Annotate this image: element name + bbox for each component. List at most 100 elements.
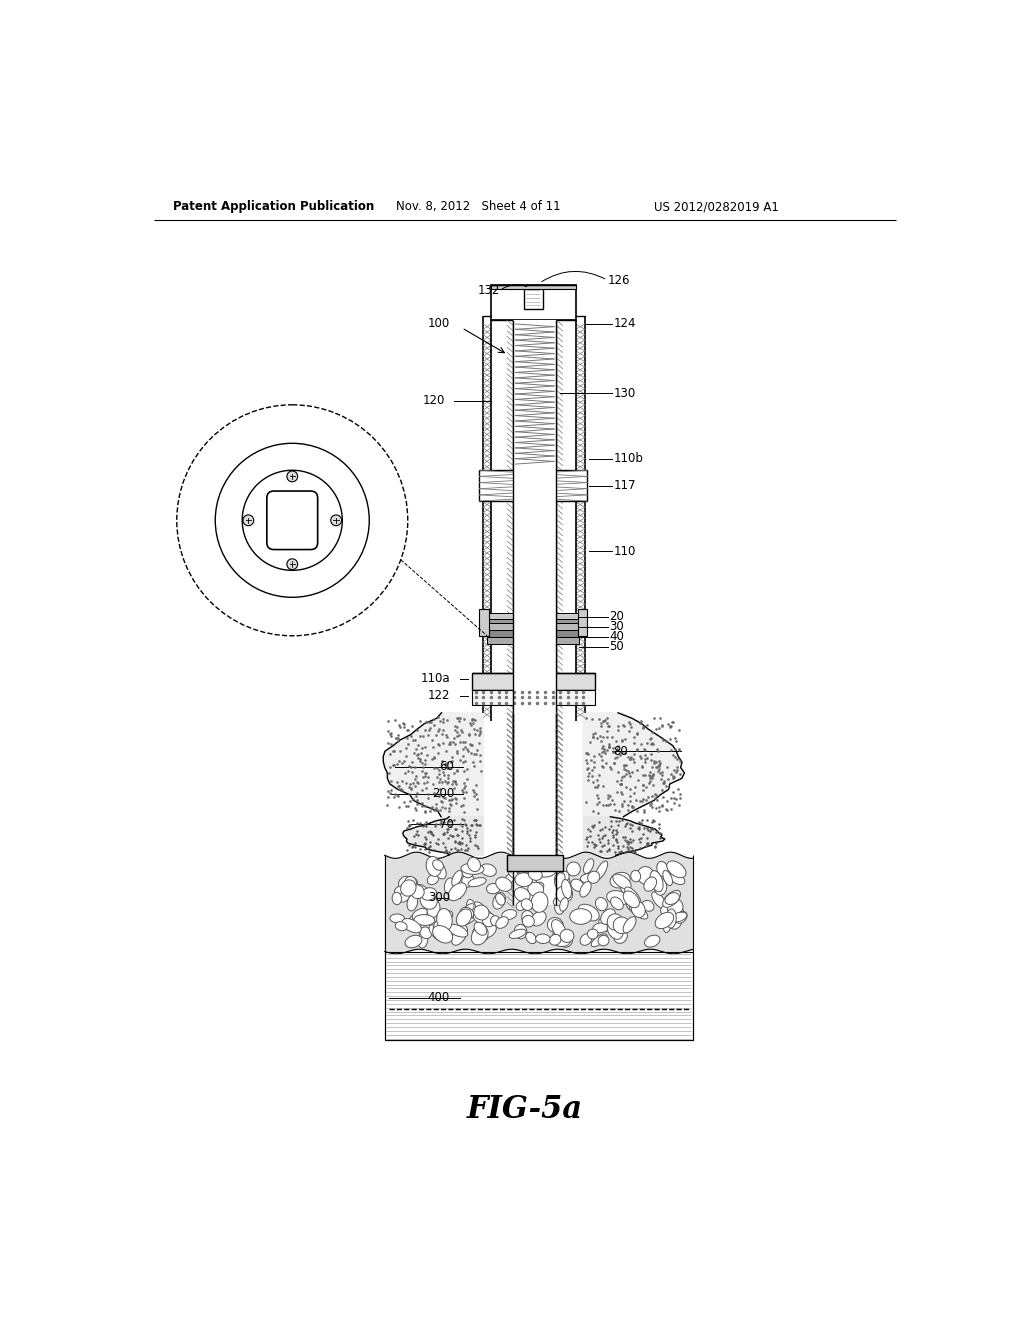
Ellipse shape bbox=[650, 871, 664, 892]
Ellipse shape bbox=[473, 927, 482, 936]
Ellipse shape bbox=[579, 904, 599, 921]
Text: FIG-5a: FIG-5a bbox=[467, 1094, 583, 1125]
Text: 60: 60 bbox=[439, 760, 454, 774]
Ellipse shape bbox=[671, 912, 687, 923]
Ellipse shape bbox=[507, 858, 524, 874]
Ellipse shape bbox=[556, 886, 572, 903]
Ellipse shape bbox=[517, 861, 529, 875]
Ellipse shape bbox=[473, 908, 493, 924]
Bar bbox=[385, 952, 692, 1040]
Text: 120: 120 bbox=[422, 395, 444, 408]
Ellipse shape bbox=[406, 919, 416, 931]
Ellipse shape bbox=[413, 908, 427, 920]
Ellipse shape bbox=[552, 936, 570, 946]
Ellipse shape bbox=[598, 936, 609, 946]
Ellipse shape bbox=[536, 935, 550, 944]
Ellipse shape bbox=[515, 858, 528, 873]
Ellipse shape bbox=[460, 907, 474, 919]
Bar bbox=[472, 673, 595, 689]
Text: 130: 130 bbox=[613, 387, 636, 400]
Ellipse shape bbox=[667, 861, 686, 878]
Ellipse shape bbox=[654, 878, 667, 895]
Ellipse shape bbox=[610, 898, 624, 909]
Ellipse shape bbox=[479, 923, 497, 937]
Ellipse shape bbox=[429, 925, 444, 941]
Ellipse shape bbox=[566, 862, 581, 876]
Ellipse shape bbox=[531, 911, 546, 925]
Ellipse shape bbox=[627, 900, 640, 912]
Ellipse shape bbox=[631, 902, 645, 917]
Polygon shape bbox=[584, 817, 665, 855]
Ellipse shape bbox=[504, 873, 516, 884]
Text: 126: 126 bbox=[608, 273, 631, 286]
Ellipse shape bbox=[399, 890, 411, 902]
Ellipse shape bbox=[474, 906, 488, 920]
Ellipse shape bbox=[407, 878, 418, 890]
Ellipse shape bbox=[607, 913, 623, 931]
Bar bbox=[479, 609, 488, 636]
Ellipse shape bbox=[588, 871, 600, 883]
Ellipse shape bbox=[588, 929, 598, 939]
Ellipse shape bbox=[449, 883, 467, 900]
Ellipse shape bbox=[496, 894, 505, 906]
Ellipse shape bbox=[532, 861, 547, 875]
Ellipse shape bbox=[526, 873, 539, 894]
Ellipse shape bbox=[663, 870, 673, 886]
Ellipse shape bbox=[452, 870, 462, 886]
Text: 110: 110 bbox=[613, 545, 636, 557]
Ellipse shape bbox=[667, 899, 683, 915]
Ellipse shape bbox=[560, 929, 573, 942]
Ellipse shape bbox=[612, 874, 631, 890]
Ellipse shape bbox=[527, 882, 544, 896]
Ellipse shape bbox=[570, 879, 585, 891]
Ellipse shape bbox=[595, 898, 607, 911]
Text: 124: 124 bbox=[613, 317, 636, 330]
Ellipse shape bbox=[476, 931, 488, 941]
Text: 200: 200 bbox=[432, 787, 454, 800]
Bar bbox=[487, 638, 580, 644]
Ellipse shape bbox=[427, 874, 439, 884]
Bar bbox=[487, 612, 580, 619]
Ellipse shape bbox=[467, 899, 476, 919]
Ellipse shape bbox=[610, 873, 630, 888]
Ellipse shape bbox=[525, 932, 537, 944]
Ellipse shape bbox=[469, 902, 484, 916]
Ellipse shape bbox=[461, 863, 484, 874]
Ellipse shape bbox=[418, 932, 428, 948]
Polygon shape bbox=[402, 817, 483, 855]
Ellipse shape bbox=[417, 884, 431, 898]
Text: 50: 50 bbox=[609, 640, 625, 653]
Ellipse shape bbox=[521, 911, 535, 927]
Ellipse shape bbox=[493, 892, 506, 909]
Ellipse shape bbox=[554, 873, 570, 891]
Ellipse shape bbox=[552, 927, 564, 944]
Ellipse shape bbox=[621, 884, 632, 895]
Ellipse shape bbox=[414, 915, 434, 925]
Text: 114: 114 bbox=[331, 455, 353, 469]
Ellipse shape bbox=[555, 873, 565, 888]
Text: 20: 20 bbox=[609, 610, 625, 623]
Text: 70: 70 bbox=[439, 818, 454, 832]
Ellipse shape bbox=[486, 883, 500, 894]
Bar bbox=[490, 285, 575, 289]
Ellipse shape bbox=[593, 923, 608, 933]
Ellipse shape bbox=[675, 911, 687, 923]
Ellipse shape bbox=[624, 891, 639, 908]
Text: US 2012/0282019 A1: US 2012/0282019 A1 bbox=[654, 201, 779, 214]
Ellipse shape bbox=[580, 882, 591, 898]
Text: 80: 80 bbox=[613, 744, 628, 758]
Bar bbox=[472, 689, 595, 705]
Ellipse shape bbox=[433, 925, 453, 942]
Ellipse shape bbox=[420, 927, 431, 939]
Ellipse shape bbox=[601, 908, 615, 924]
Polygon shape bbox=[584, 713, 684, 817]
Text: 40: 40 bbox=[609, 630, 625, 643]
Ellipse shape bbox=[651, 892, 667, 909]
Text: 400: 400 bbox=[428, 991, 451, 1005]
Text: 116: 116 bbox=[250, 459, 272, 473]
Ellipse shape bbox=[656, 862, 668, 876]
Ellipse shape bbox=[561, 879, 571, 899]
Ellipse shape bbox=[462, 909, 479, 924]
Ellipse shape bbox=[440, 911, 453, 924]
Ellipse shape bbox=[606, 891, 629, 906]
